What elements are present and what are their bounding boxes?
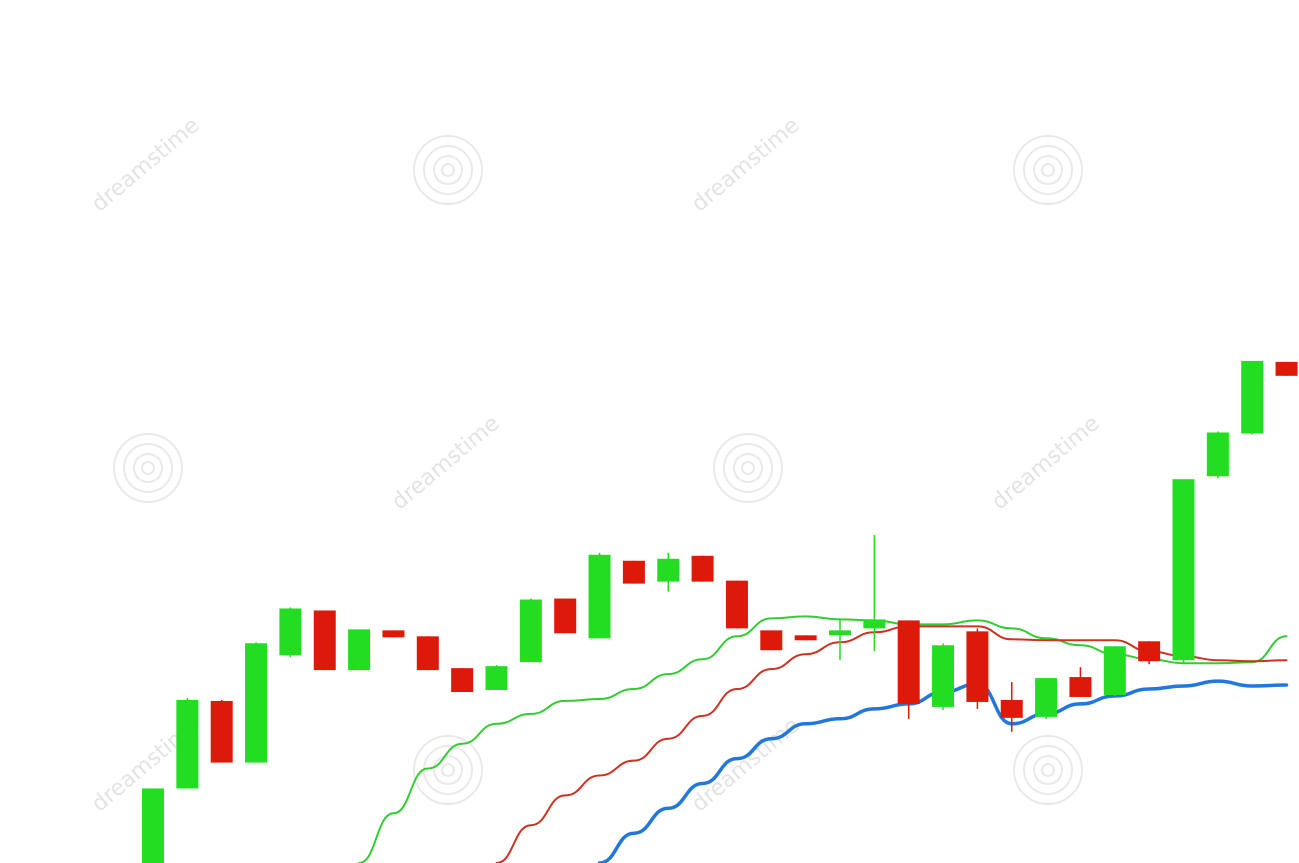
candle-down bbox=[313, 610, 336, 671]
candle-body bbox=[966, 631, 989, 702]
candle-down bbox=[794, 635, 817, 641]
candle-body bbox=[279, 608, 302, 656]
candle-body bbox=[1172, 479, 1195, 661]
candles-layer bbox=[142, 360, 1298, 863]
candle-up bbox=[279, 607, 302, 658]
candle-up bbox=[176, 697, 199, 789]
candle-body bbox=[485, 666, 508, 691]
candle-down bbox=[554, 598, 577, 634]
candle-body bbox=[348, 629, 371, 671]
candle-body bbox=[863, 619, 886, 629]
candle-body bbox=[897, 620, 920, 704]
candle-down bbox=[210, 699, 233, 763]
candle-down bbox=[1138, 641, 1161, 665]
candle-body bbox=[1275, 361, 1298, 376]
watermark-logo bbox=[1013, 735, 1083, 805]
candle-body bbox=[588, 554, 611, 639]
watermark-layer: dreamstime dreamstime dreamstime dreamstime… bbox=[87, 113, 1104, 817]
candle-down bbox=[897, 620, 920, 719]
candle-body bbox=[725, 580, 748, 629]
candle-up bbox=[1206, 431, 1229, 479]
watermark-logo bbox=[1013, 135, 1083, 205]
watermark-text: dreamstime bbox=[87, 113, 204, 217]
watermark-logo bbox=[113, 433, 183, 503]
candle-down bbox=[416, 636, 439, 671]
candle-body bbox=[1103, 646, 1126, 695]
candle-down bbox=[725, 580, 748, 629]
watermark-text: dreamstime bbox=[387, 411, 504, 515]
candle-up bbox=[1103, 646, 1126, 696]
candle-body bbox=[1206, 432, 1229, 477]
candle-body bbox=[1069, 677, 1092, 697]
candle-up bbox=[932, 643, 955, 710]
candle-down bbox=[966, 628, 989, 709]
candle-down bbox=[1275, 361, 1298, 376]
candle-body bbox=[691, 555, 714, 582]
candle-body bbox=[1138, 641, 1161, 662]
candle-up bbox=[245, 642, 268, 763]
candle-down bbox=[691, 555, 714, 582]
candle-up bbox=[1035, 678, 1058, 719]
watermark-text: dreamstime bbox=[687, 113, 804, 217]
candle-down bbox=[760, 630, 783, 651]
candle-body bbox=[760, 630, 783, 651]
candle-body bbox=[829, 630, 851, 636]
candle-body bbox=[245, 643, 268, 763]
candle-body bbox=[794, 635, 817, 641]
candle-body bbox=[622, 560, 645, 584]
candle-body bbox=[176, 699, 199, 789]
candle-body bbox=[554, 598, 577, 634]
candle-body bbox=[210, 700, 233, 763]
candle-down bbox=[382, 630, 405, 638]
candle-down bbox=[1069, 667, 1092, 697]
watermark-logo bbox=[413, 735, 483, 805]
candle-down bbox=[622, 560, 645, 584]
candle-body bbox=[1000, 699, 1023, 718]
candle-body bbox=[142, 788, 164, 863]
candle-body bbox=[313, 610, 336, 671]
candle-body bbox=[932, 645, 955, 707]
watermark-text: dreamstime bbox=[687, 713, 804, 817]
watermark-text: dreamstime bbox=[987, 411, 1104, 515]
candle-body bbox=[1241, 360, 1264, 434]
candle-up bbox=[348, 629, 371, 671]
ma-line-fast bbox=[358, 615, 1288, 863]
candle-down bbox=[451, 668, 474, 692]
candle-up bbox=[588, 552, 611, 639]
candle-up bbox=[863, 534, 886, 652]
candle-body bbox=[519, 599, 542, 663]
candle-body bbox=[416, 636, 439, 671]
candle-up bbox=[1172, 479, 1195, 665]
candle-body bbox=[451, 668, 474, 692]
watermark-logo bbox=[713, 433, 783, 503]
candle-body bbox=[382, 630, 405, 638]
candle-up bbox=[657, 552, 680, 592]
candle-up bbox=[485, 665, 508, 691]
candle-up bbox=[1241, 360, 1264, 435]
candle-up bbox=[142, 788, 164, 863]
candle-body bbox=[1035, 678, 1058, 717]
candle-body bbox=[657, 558, 680, 582]
watermark-logo bbox=[413, 135, 483, 205]
candle-down bbox=[1000, 682, 1023, 732]
candle-up bbox=[829, 618, 851, 661]
candle-up bbox=[519, 598, 542, 663]
